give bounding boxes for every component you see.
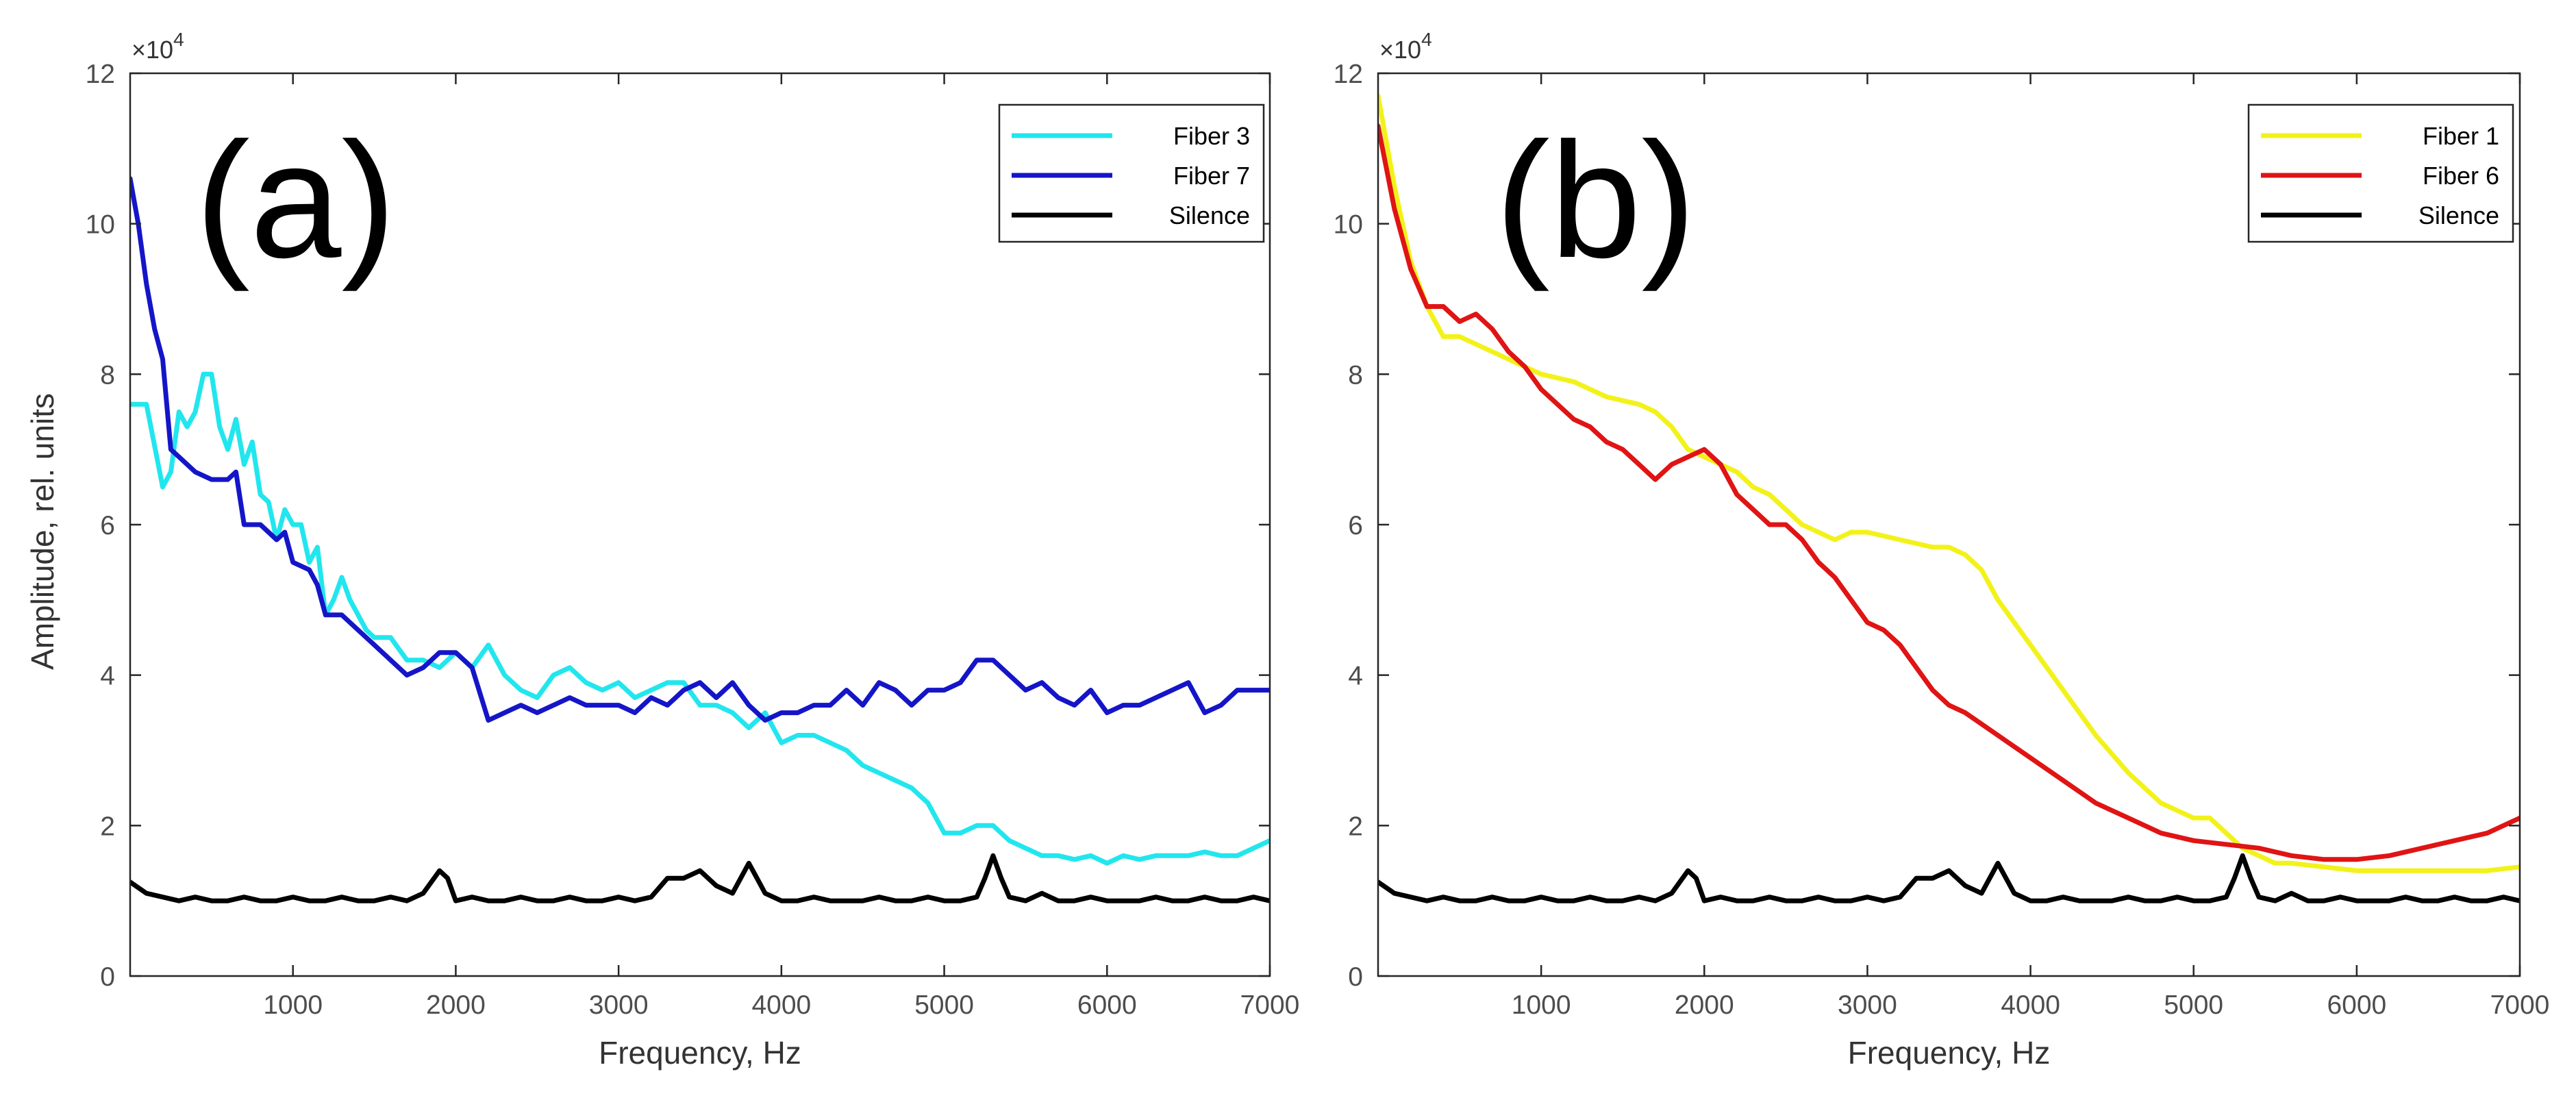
panel-label: (b) bbox=[1495, 108, 1696, 292]
x-tick-label: 2000 bbox=[426, 990, 486, 1020]
series-group bbox=[1378, 93, 2520, 903]
x-tick-label: 2000 bbox=[1675, 990, 1734, 1020]
series-group bbox=[130, 176, 1270, 903]
series-line-silence bbox=[130, 853, 1270, 903]
y-tick-label: 0 bbox=[1348, 962, 1363, 992]
y-tick-label: 8 bbox=[100, 360, 115, 390]
y-tick-label: 10 bbox=[86, 210, 115, 240]
legend-label-silence: Silence bbox=[1169, 201, 1250, 229]
legend-box bbox=[998, 103, 1265, 243]
series-line-silence bbox=[1378, 853, 2520, 903]
y-tick-label: 4 bbox=[100, 662, 115, 691]
x-tick-label: 1000 bbox=[263, 990, 323, 1020]
y-exponent-power: 4 bbox=[173, 29, 184, 50]
y-tick-label: 12 bbox=[86, 60, 115, 89]
legend-label-fiber-7: Fiber 7 bbox=[1173, 162, 1250, 190]
y-tick-label: 8 bbox=[1348, 360, 1363, 390]
y-exponent-label: ×104 bbox=[1379, 29, 1432, 64]
x-tick-label: 3000 bbox=[589, 990, 649, 1020]
x-tick-label: 6000 bbox=[2327, 990, 2386, 1020]
y-tick-label: 2 bbox=[1348, 812, 1363, 841]
x-axis-label: Frequency, Hz bbox=[599, 1035, 801, 1071]
series-line-fiber-6 bbox=[1378, 123, 2520, 862]
x-tick-label: 4000 bbox=[2001, 990, 2060, 1020]
legend-label-fiber-1: Fiber 1 bbox=[2423, 122, 2499, 150]
x-tick-label: 3000 bbox=[1838, 990, 1897, 1020]
y-axis-label: Amplitude, rel. units bbox=[25, 393, 60, 670]
y-tick-label: 6 bbox=[1348, 511, 1363, 540]
panel-b: 1000 2000 3000 4000 5000 6000 7000 0 2 4 6 8 10 12 ×10… bbox=[1334, 29, 2550, 1071]
x-axis-label: Frequency, Hz bbox=[1848, 1035, 2051, 1071]
x-tick-label: 5000 bbox=[914, 990, 974, 1020]
x-tick-label: 4000 bbox=[751, 990, 811, 1020]
series-line-fiber-7 bbox=[130, 176, 1270, 723]
y-exponent-label: ×104 bbox=[132, 29, 184, 64]
y-exponent-base: ×10 bbox=[132, 36, 173, 64]
x-tick-label: 1000 bbox=[1512, 990, 1571, 1020]
panel-label: (a) bbox=[195, 108, 396, 292]
y-tick-label: 2 bbox=[100, 812, 115, 841]
y-tick-label: 10 bbox=[1334, 210, 1363, 240]
y-exponent-power: 4 bbox=[1421, 29, 1432, 50]
y-tick-label: 6 bbox=[100, 511, 115, 540]
legend: Fiber 3 Fiber 7 Silence bbox=[998, 103, 1265, 243]
x-tick-label: 6000 bbox=[1077, 990, 1137, 1020]
x-tick-label: 5000 bbox=[2164, 990, 2223, 1020]
legend: Fiber 1 Fiber 6 Silence bbox=[2247, 103, 2514, 243]
y-tick-label: 4 bbox=[1348, 662, 1363, 691]
legend-label-fiber-6: Fiber 6 bbox=[2423, 162, 2499, 190]
x-tick-label: 7000 bbox=[2490, 990, 2550, 1020]
legend-label-silence: Silence bbox=[2418, 201, 2499, 229]
series-line-fiber-3 bbox=[130, 371, 1270, 866]
y-tick-label: 12 bbox=[1334, 60, 1363, 89]
x-tick-label: 7000 bbox=[1240, 990, 1300, 1020]
y-tick-label: 0 bbox=[100, 962, 115, 992]
legend-label-fiber-3: Fiber 3 bbox=[1173, 122, 1250, 150]
panel-a: 1000 2000 3000 4000 5000 6000 7000 0 2 4 6 8 10 12 ×10… bbox=[25, 29, 1299, 1071]
y-exponent-base: ×10 bbox=[1379, 36, 1421, 64]
